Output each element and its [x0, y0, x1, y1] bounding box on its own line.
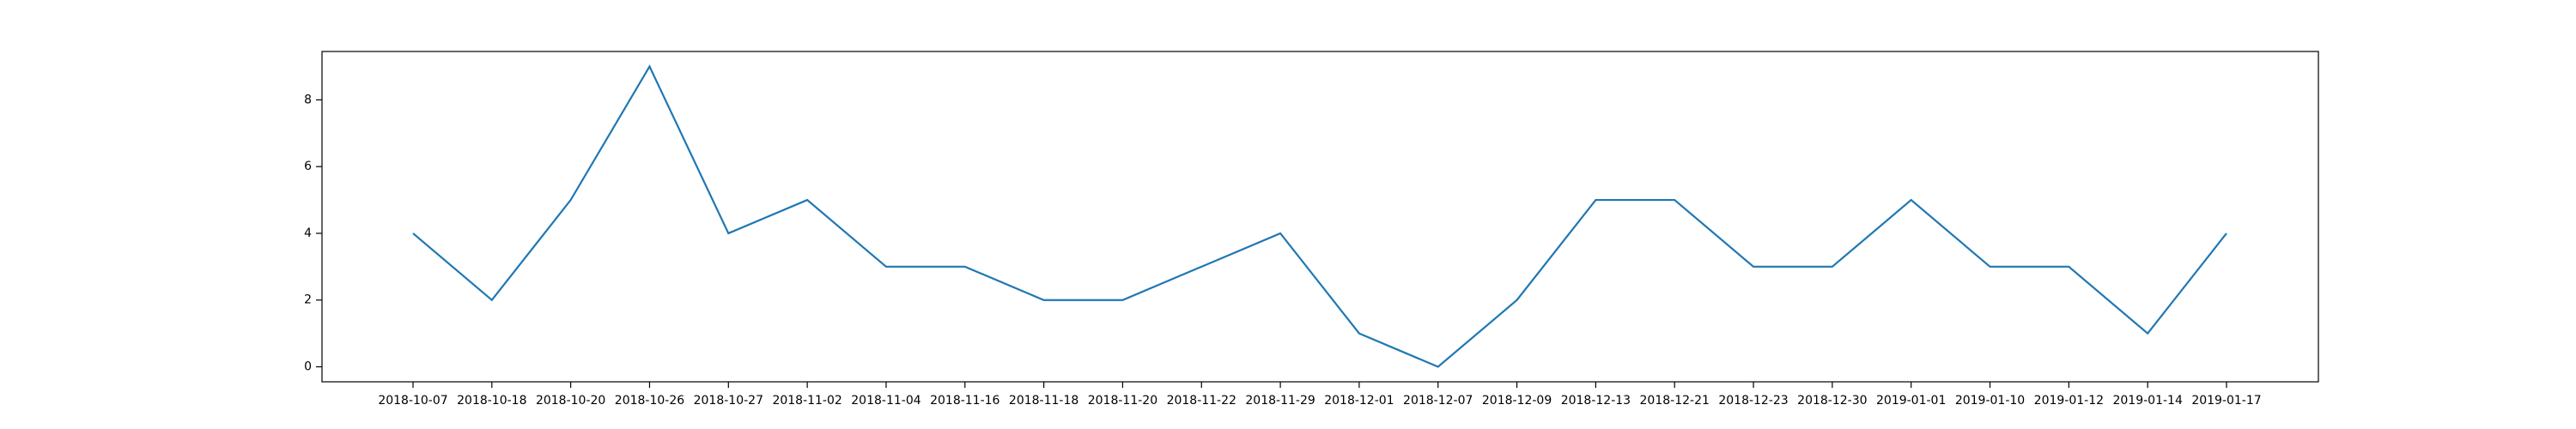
y-axis: 0 2 4 6 8	[304, 93, 322, 374]
y-tick-label: 6	[304, 160, 312, 173]
y-tick-label: 2	[304, 293, 312, 307]
x-tick-label: 2018-11-22	[1167, 394, 1236, 408]
x-tick-label: 2019-01-14	[2112, 394, 2182, 408]
x-tick-label: 2018-11-16	[930, 394, 999, 408]
x-tick-label: 2019-01-01	[1876, 394, 1946, 408]
x-axis: 2018-10-07 2018-10-18 2018-10-20 2018-10-26…	[378, 382, 2262, 408]
x-tick-label: 2018-10-26	[615, 394, 684, 408]
x-tick-label: 2018-10-27	[694, 394, 763, 408]
series-line	[412, 64, 2227, 368]
x-tick-label: 2018-11-02	[772, 394, 841, 408]
x-tick-label: 2018-12-09	[1482, 394, 1552, 408]
y-tick-label: 0	[304, 360, 312, 374]
x-tick-label: 2018-11-04	[851, 394, 920, 408]
x-tick-label: 2018-12-07	[1403, 394, 1473, 408]
series-layer	[412, 64, 2227, 368]
x-tick-label: 2019-01-10	[1955, 394, 2025, 408]
x-tick-label: 2019-01-12	[2034, 394, 2104, 408]
x-tick-label: 2018-10-20	[536, 394, 605, 408]
y-tick-label: 4	[304, 227, 312, 240]
x-tick-label: 2019-01-17	[2191, 394, 2261, 408]
x-tick-label: 2018-12-21	[1640, 394, 1710, 408]
x-tick-label: 2018-12-23	[1718, 394, 1788, 408]
y-tick-label: 8	[304, 93, 312, 106]
plot-area	[321, 51, 2319, 383]
x-tick-label: 2018-12-30	[1797, 394, 1867, 408]
x-tick-label: 2018-10-07	[378, 394, 447, 408]
x-tick-label: 2018-11-20	[1088, 394, 1157, 408]
x-tick-label: 2018-10-18	[457, 394, 526, 408]
x-tick-label: 2018-11-18	[1009, 394, 1078, 408]
x-tick-label: 2018-12-13	[1561, 394, 1631, 408]
x-tick-label: 2018-12-01	[1324, 394, 1394, 408]
x-tick-label: 2018-11-29	[1245, 394, 1315, 408]
